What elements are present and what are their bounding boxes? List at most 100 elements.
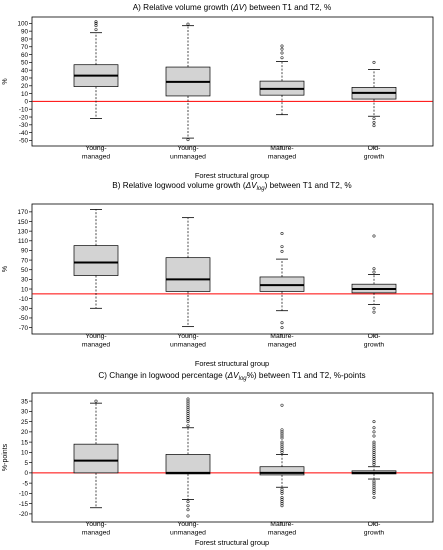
title-text: A) Relative volume growth ( (133, 3, 234, 12)
outlier-point (186, 407, 190, 411)
title-text: %) between T1 and T2, %-points (247, 371, 366, 380)
outlier-point (372, 117, 376, 121)
x-tick-label: Mature-managed (268, 145, 297, 161)
outlier-point (372, 120, 376, 124)
title-text: ) between T1 and T2, % (265, 181, 352, 190)
outlier-point (372, 452, 376, 456)
outlier-point (280, 232, 284, 236)
box-0 (73, 209, 119, 309)
y-axis-label: % (2, 78, 9, 84)
box-1 (165, 397, 211, 518)
y-tick-label: 30 (21, 75, 29, 82)
outlier-point (280, 489, 284, 493)
y-tick-label: 50 (21, 267, 29, 274)
outlier-point (372, 446, 376, 450)
iqr-box (73, 245, 119, 276)
y-tick-label: -30 (19, 306, 29, 313)
y-tick-label: -40 (19, 130, 29, 137)
x-tick-label: Mature-managed (268, 333, 297, 349)
outlier-point (280, 51, 284, 55)
outlier-point (186, 403, 190, 407)
outlier-point (280, 434, 284, 438)
outlier-point (186, 411, 190, 415)
y-tick-label: 90 (21, 248, 29, 255)
box-0 (73, 20, 119, 119)
y-tick-label: -20 (19, 511, 29, 518)
outlier-point (280, 504, 284, 508)
outlier-point (280, 487, 284, 491)
outlier-point (372, 442, 376, 446)
outlier-point (372, 270, 376, 274)
y-tick-label: -20 (19, 114, 29, 121)
outlier-point (372, 457, 376, 461)
outlier-point (280, 444, 284, 448)
outlier-point (186, 22, 190, 26)
y-tick-label: 20 (21, 83, 29, 90)
outlier-point (94, 399, 98, 403)
panel-title: A) Relative volume growth (ΔV) between T… (133, 3, 332, 12)
outlier-point (372, 485, 376, 489)
outlier-point (372, 454, 376, 458)
y-tick-label: 70 (21, 257, 29, 264)
outlier-point (280, 495, 284, 499)
outlier-point (372, 481, 376, 485)
outlier-point (372, 306, 376, 310)
title-subscript: log (257, 186, 266, 192)
outlier-point (372, 420, 376, 424)
y-tick-label: 30 (21, 409, 29, 416)
panel-c: C) Change in logwood percentage (ΔVlog%)… (2, 371, 434, 547)
outlier-point (372, 479, 376, 483)
outlier-point (186, 416, 190, 420)
plot-frame (31, 392, 434, 523)
y-tick-label: -10 (19, 296, 29, 303)
outlier-point (94, 28, 98, 32)
y-tick-label: 170 (17, 209, 28, 216)
outlier-point (94, 21, 98, 25)
x-tick-label: Old-growth (364, 333, 385, 349)
y-tick-label: 70 (21, 44, 29, 51)
box-2 (259, 44, 305, 116)
x-tick-label: Old-growth (364, 145, 385, 161)
outlier-point (186, 420, 190, 424)
outlier-point (372, 234, 376, 238)
outlier-point (94, 24, 98, 28)
x-tick-label: Mature-managed (268, 521, 297, 537)
outlier-point (372, 267, 376, 271)
y-tick-label: 40 (21, 67, 29, 74)
outlier-point (372, 461, 376, 465)
outlier-point (186, 401, 190, 405)
x-tick-label: Young-unmanaged (170, 333, 206, 349)
outlier-point (280, 432, 284, 436)
iqr-box (165, 454, 211, 475)
title-text: B) Relative logwood volume growth ( (112, 181, 246, 190)
y-tick-label: 60 (21, 52, 29, 59)
outlier-point (372, 434, 376, 438)
outlier-point (372, 487, 376, 491)
box-3 (351, 420, 397, 499)
outlier-point (280, 44, 284, 48)
box-2 (259, 232, 305, 330)
title-symbol: ΔV (245, 181, 258, 190)
y-tick-label: 10 (21, 286, 29, 293)
y-tick-label: 10 (21, 91, 29, 98)
y-tick-label: 150 (17, 219, 28, 226)
title-text: ) between T1 and T2, % (244, 3, 331, 12)
outlier-point (186, 418, 190, 422)
outlier-point (372, 448, 376, 452)
outlier-point (280, 498, 284, 502)
outlier-point (186, 424, 190, 428)
outlier-point (280, 47, 284, 51)
box-3 (351, 234, 397, 314)
x-tick-label: Young-managed (82, 521, 111, 537)
y-tick-label: -50 (19, 315, 29, 322)
outlier-point (372, 310, 376, 314)
y-tick-label: 30 (21, 277, 29, 284)
y-tick-label: 130 (17, 228, 28, 235)
outlier-point (186, 514, 190, 518)
box-1 (165, 217, 211, 328)
outlier-point (372, 450, 376, 454)
outlier-point (280, 430, 284, 434)
y-tick-label: -30 (19, 122, 29, 129)
outlier-point (372, 440, 376, 444)
